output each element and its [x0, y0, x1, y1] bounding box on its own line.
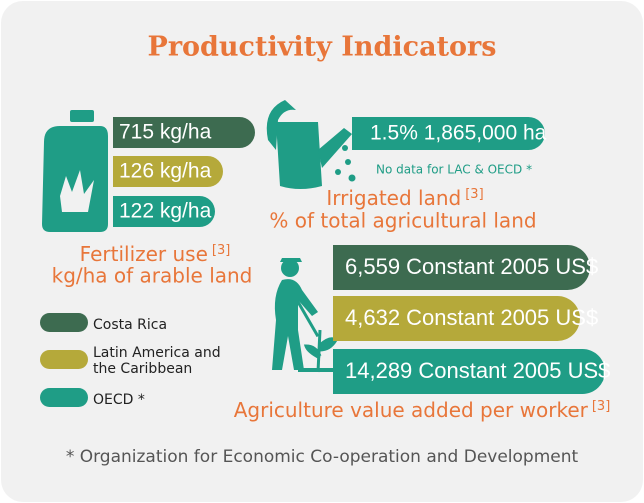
ref: [3]	[592, 399, 610, 414]
label-text: Agriculture value added per worker	[234, 398, 589, 422]
pill	[113, 196, 215, 227]
legend-label: Costa Rica	[93, 317, 167, 333]
irrigation-note: No data for LAC & OECD *	[376, 163, 532, 177]
legend-label: OECD *	[93, 392, 145, 408]
fertilizer-value: 126 kg/ha	[119, 160, 212, 183]
pill	[333, 349, 605, 394]
legend-swatch	[40, 313, 88, 332]
label: Fertilizer use [3]	[80, 242, 231, 266]
irrigation-icon	[266, 100, 356, 189]
sublabel: % of total agricultural land	[269, 209, 536, 233]
legend-swatch	[40, 388, 88, 407]
ref: [3]	[465, 187, 483, 202]
ref: [3]	[212, 243, 230, 258]
pill	[113, 156, 223, 187]
pill	[333, 245, 590, 290]
farmer-icon	[272, 258, 342, 373]
title: Productivity Indicators	[148, 32, 497, 63]
pill	[333, 296, 580, 341]
legend-swatch	[40, 350, 88, 369]
legend-label: the Caribbean	[93, 361, 192, 377]
irrigation-value: 1.5% 1,865,000 ha	[370, 122, 547, 145]
agriculture-value: 6,559 Constant 2005 US$	[345, 254, 598, 279]
label-text: Fertilizer use	[80, 242, 208, 266]
agriculture-value: 4,632 Constant 2005 US$	[345, 305, 598, 330]
agriculture-value: 14,289 Constant 2005 US$	[345, 358, 610, 383]
label-text: Irrigated land	[326, 186, 461, 210]
pill	[113, 117, 255, 148]
fertilizer-icon	[42, 110, 108, 232]
fertilizer-value: 715 kg/ha	[119, 121, 212, 144]
pill	[352, 117, 545, 150]
legend-label: Latin America and	[93, 345, 221, 361]
label: Agriculture value added per worker [3]	[234, 398, 611, 422]
label: Irrigated land [3]	[326, 186, 483, 210]
sublabel: kg/ha of arable land	[52, 264, 253, 288]
fertilizer-value: 122 kg/ha	[119, 200, 212, 223]
footnote: * Organization for Economic Co-operation…	[66, 447, 579, 467]
